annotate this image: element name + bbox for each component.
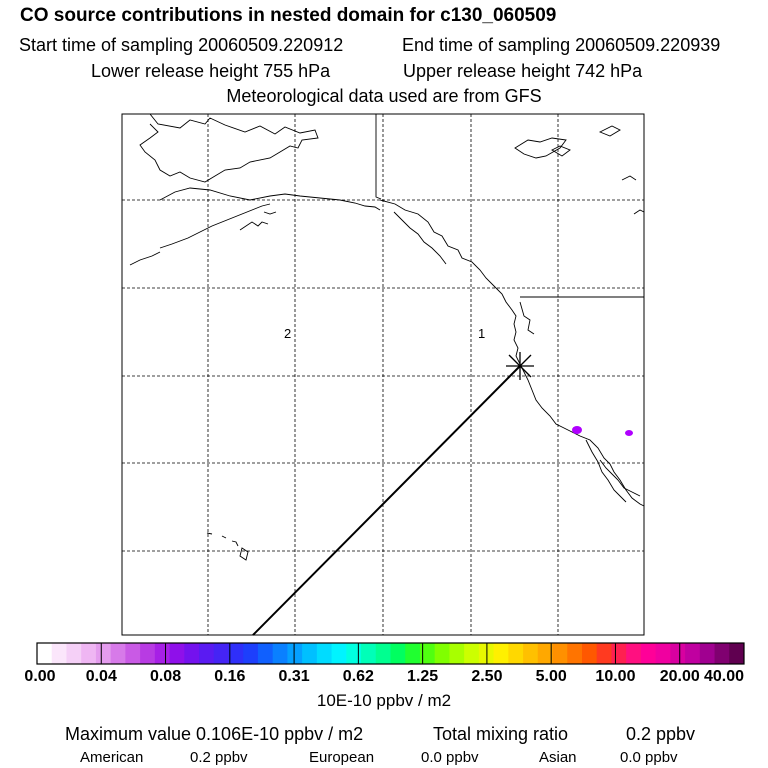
met-data-source: Meteorological data used are from GFS (226, 86, 542, 106)
colorbar-cell (213, 643, 229, 664)
total-mixing-ratio-value: 0.2 ppbv (626, 724, 696, 744)
colorbar-cell (419, 643, 436, 664)
colorbar-cell (685, 643, 701, 664)
colorbar-cell (316, 643, 333, 664)
colorbar-tick-label: 5.00 (535, 668, 567, 685)
colorbar-cell (375, 643, 391, 664)
total-mixing-ratio-label: Total mixing ratio (433, 724, 569, 744)
colorbar-cell (37, 643, 53, 664)
colorbar-cells (37, 643, 745, 664)
colorbar-tick-label: 40.00 (703, 668, 745, 685)
region-label-2: 2 (284, 326, 291, 341)
colorbar-tick-label: 0.62 (342, 668, 374, 685)
colorbar-cell (154, 643, 171, 664)
colorbar-cell (272, 643, 288, 664)
asian-value: 0.0 ppbv (620, 749, 678, 766)
colorbar-cell (125, 643, 141, 664)
lower-release-height: Lower release height 755 hPa (91, 61, 331, 81)
colorbar-cell (95, 643, 112, 664)
colorbar-cell (346, 643, 362, 664)
coastlines (129, 113, 645, 561)
colorbar-cell (699, 643, 716, 664)
upper-release-height: Upper release height 742 hPa (403, 61, 643, 81)
colorbar-cell (199, 643, 215, 664)
colorbar-unit: 10E-10 ppbv / m2 (316, 691, 452, 710)
colorbar-tick-label: 0.04 (85, 668, 117, 685)
colorbar-cell (331, 643, 347, 664)
colorbar-cell (110, 643, 126, 664)
colorbar-cell (729, 643, 745, 664)
colorbar-cell (243, 643, 259, 664)
colorbar-cell (81, 643, 97, 664)
maximum-value: Maximum value 0.106E-10 ppbv / m2 (65, 724, 364, 744)
colorbar-cell (434, 643, 450, 664)
colorbar-cell (361, 643, 377, 664)
colorbar-cell (581, 643, 598, 664)
colorbar-cell (184, 643, 200, 664)
colorbar-tick-label: 0.08 (149, 668, 182, 685)
region-label-1: 1 (478, 326, 485, 341)
american-value: 0.2 ppbv (190, 749, 248, 766)
plot-title: CO source contributions in nested domain… (20, 5, 557, 26)
release-point-marker (506, 352, 534, 380)
colorbar-cell (228, 643, 244, 664)
colorbar-cell (51, 643, 67, 664)
colorbar-cell (405, 643, 421, 664)
emission-plumes (572, 426, 633, 436)
colorbar-cell (257, 643, 274, 664)
colorbar-cell (670, 643, 686, 664)
colorbar-cell (287, 643, 303, 664)
colorbar-cell (640, 643, 657, 664)
colorbar-cell (449, 643, 465, 664)
colorbar-cell (611, 643, 627, 664)
colorbar-tick-label: 0.16 (214, 668, 246, 685)
trajectory-line (252, 365, 521, 636)
colorbar-cell (140, 643, 156, 664)
colorbar-tick-label: 1.25 (407, 668, 439, 685)
european-label: European (309, 749, 375, 766)
colorbar-cell (508, 643, 524, 664)
colorbar-cell (169, 643, 185, 664)
colorbar-cell (390, 643, 406, 664)
asian-label: Asian (539, 749, 577, 766)
colorbar-dividers (100, 643, 681, 664)
colorbar-cell (493, 643, 509, 664)
colorbar-cell (567, 643, 583, 664)
european-value: 0.0 ppbv (421, 749, 479, 766)
colorbar-tick-label: 20.00 (659, 668, 700, 685)
colorbar-tick-label: 0.31 (278, 668, 310, 685)
start-time: Start time of sampling 20060509.220912 (19, 35, 344, 55)
colorbar-cell (537, 643, 554, 664)
colorbar-cell (302, 643, 318, 664)
colorbar-tick-label: 10.00 (595, 668, 636, 685)
colorbar-cell (626, 643, 642, 664)
colorbar-cell (523, 643, 539, 664)
colorbar-cell (552, 643, 568, 664)
colorbar-tick-label: 2.50 (471, 668, 503, 685)
colorbar-cell (66, 643, 82, 664)
colorbar-cell (655, 643, 671, 664)
end-time: End time of sampling 20060509.220939 (402, 35, 721, 55)
colorbar-cell (596, 643, 612, 664)
colorbar-tick-label: 0.00 (24, 668, 56, 685)
colorbar-cell (714, 643, 730, 664)
american-label: American (80, 749, 144, 766)
colorbar-cell (464, 643, 480, 664)
colorbar-frame (36, 642, 745, 665)
